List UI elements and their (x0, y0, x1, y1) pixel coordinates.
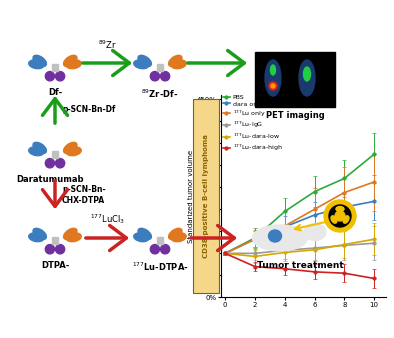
Text: $^{89}$Zr: $^{89}$Zr (98, 39, 117, 51)
Bar (156, 64, 164, 71)
Ellipse shape (160, 244, 170, 254)
Ellipse shape (253, 225, 307, 251)
Ellipse shape (138, 55, 151, 67)
Circle shape (329, 205, 351, 227)
Ellipse shape (303, 67, 310, 81)
Ellipse shape (33, 228, 46, 240)
Ellipse shape (268, 230, 281, 242)
Ellipse shape (63, 228, 77, 240)
Ellipse shape (29, 60, 44, 69)
Text: DTPA-: DTPA- (41, 261, 69, 270)
Ellipse shape (271, 84, 275, 88)
Ellipse shape (63, 142, 77, 153)
Y-axis label: Standarized tumor volume: Standarized tumor volume (188, 149, 193, 243)
Text: Tumor treatment: Tumor treatment (256, 261, 344, 270)
Ellipse shape (63, 55, 77, 67)
Bar (156, 237, 164, 244)
FancyBboxPatch shape (255, 52, 335, 107)
Ellipse shape (269, 82, 277, 90)
Ellipse shape (169, 55, 182, 67)
Legend: PBS, dara only, $^{177}$Lu only, $^{177}$Lu-IgG, $^{177}$Lu-dara-low, $^{177}$Lu: PBS, dara only, $^{177}$Lu only, $^{177}… (222, 94, 283, 154)
Ellipse shape (134, 60, 149, 69)
Ellipse shape (56, 244, 65, 254)
Text: Daratumumab: Daratumumab (16, 175, 84, 184)
Text: p-SCN-Bn-
CHX-DTPA: p-SCN-Bn- CHX-DTPA (62, 185, 106, 205)
Ellipse shape (265, 60, 281, 96)
Ellipse shape (45, 159, 54, 168)
Text: PET imaging: PET imaging (266, 111, 324, 120)
Ellipse shape (304, 223, 326, 241)
Circle shape (335, 211, 345, 221)
Ellipse shape (56, 72, 65, 81)
Ellipse shape (299, 60, 315, 96)
Ellipse shape (66, 60, 81, 69)
Text: CD38-positive B-cell lymphoma: CD38-positive B-cell lymphoma (203, 134, 209, 258)
Ellipse shape (29, 233, 44, 242)
Circle shape (324, 200, 356, 232)
Ellipse shape (171, 60, 186, 69)
Ellipse shape (343, 216, 349, 223)
Ellipse shape (150, 244, 160, 254)
Ellipse shape (66, 233, 81, 242)
Ellipse shape (29, 147, 44, 156)
Text: Df-: Df- (48, 88, 62, 97)
Ellipse shape (45, 72, 54, 81)
Ellipse shape (66, 147, 81, 156)
Ellipse shape (271, 65, 275, 75)
Ellipse shape (336, 207, 344, 212)
Bar (52, 64, 58, 71)
Ellipse shape (134, 233, 149, 242)
FancyBboxPatch shape (193, 99, 219, 293)
Ellipse shape (331, 216, 337, 223)
Text: $^{177}$LuCl$_3$: $^{177}$LuCl$_3$ (90, 212, 125, 226)
Ellipse shape (56, 159, 65, 168)
Text: p-SCN-Bn-Df: p-SCN-Bn-Df (62, 105, 115, 114)
Bar (52, 237, 58, 244)
Bar (52, 151, 58, 158)
Ellipse shape (33, 142, 46, 153)
Ellipse shape (150, 72, 160, 81)
Ellipse shape (160, 72, 170, 81)
Text: $^{89}$Zr-Df-: $^{89}$Zr-Df- (141, 88, 178, 100)
Text: $^{177}$Lu-DTPA-: $^{177}$Lu-DTPA- (132, 261, 188, 273)
Ellipse shape (171, 233, 186, 242)
Ellipse shape (169, 228, 182, 240)
Ellipse shape (138, 228, 151, 240)
Ellipse shape (33, 55, 46, 67)
Ellipse shape (45, 244, 54, 254)
